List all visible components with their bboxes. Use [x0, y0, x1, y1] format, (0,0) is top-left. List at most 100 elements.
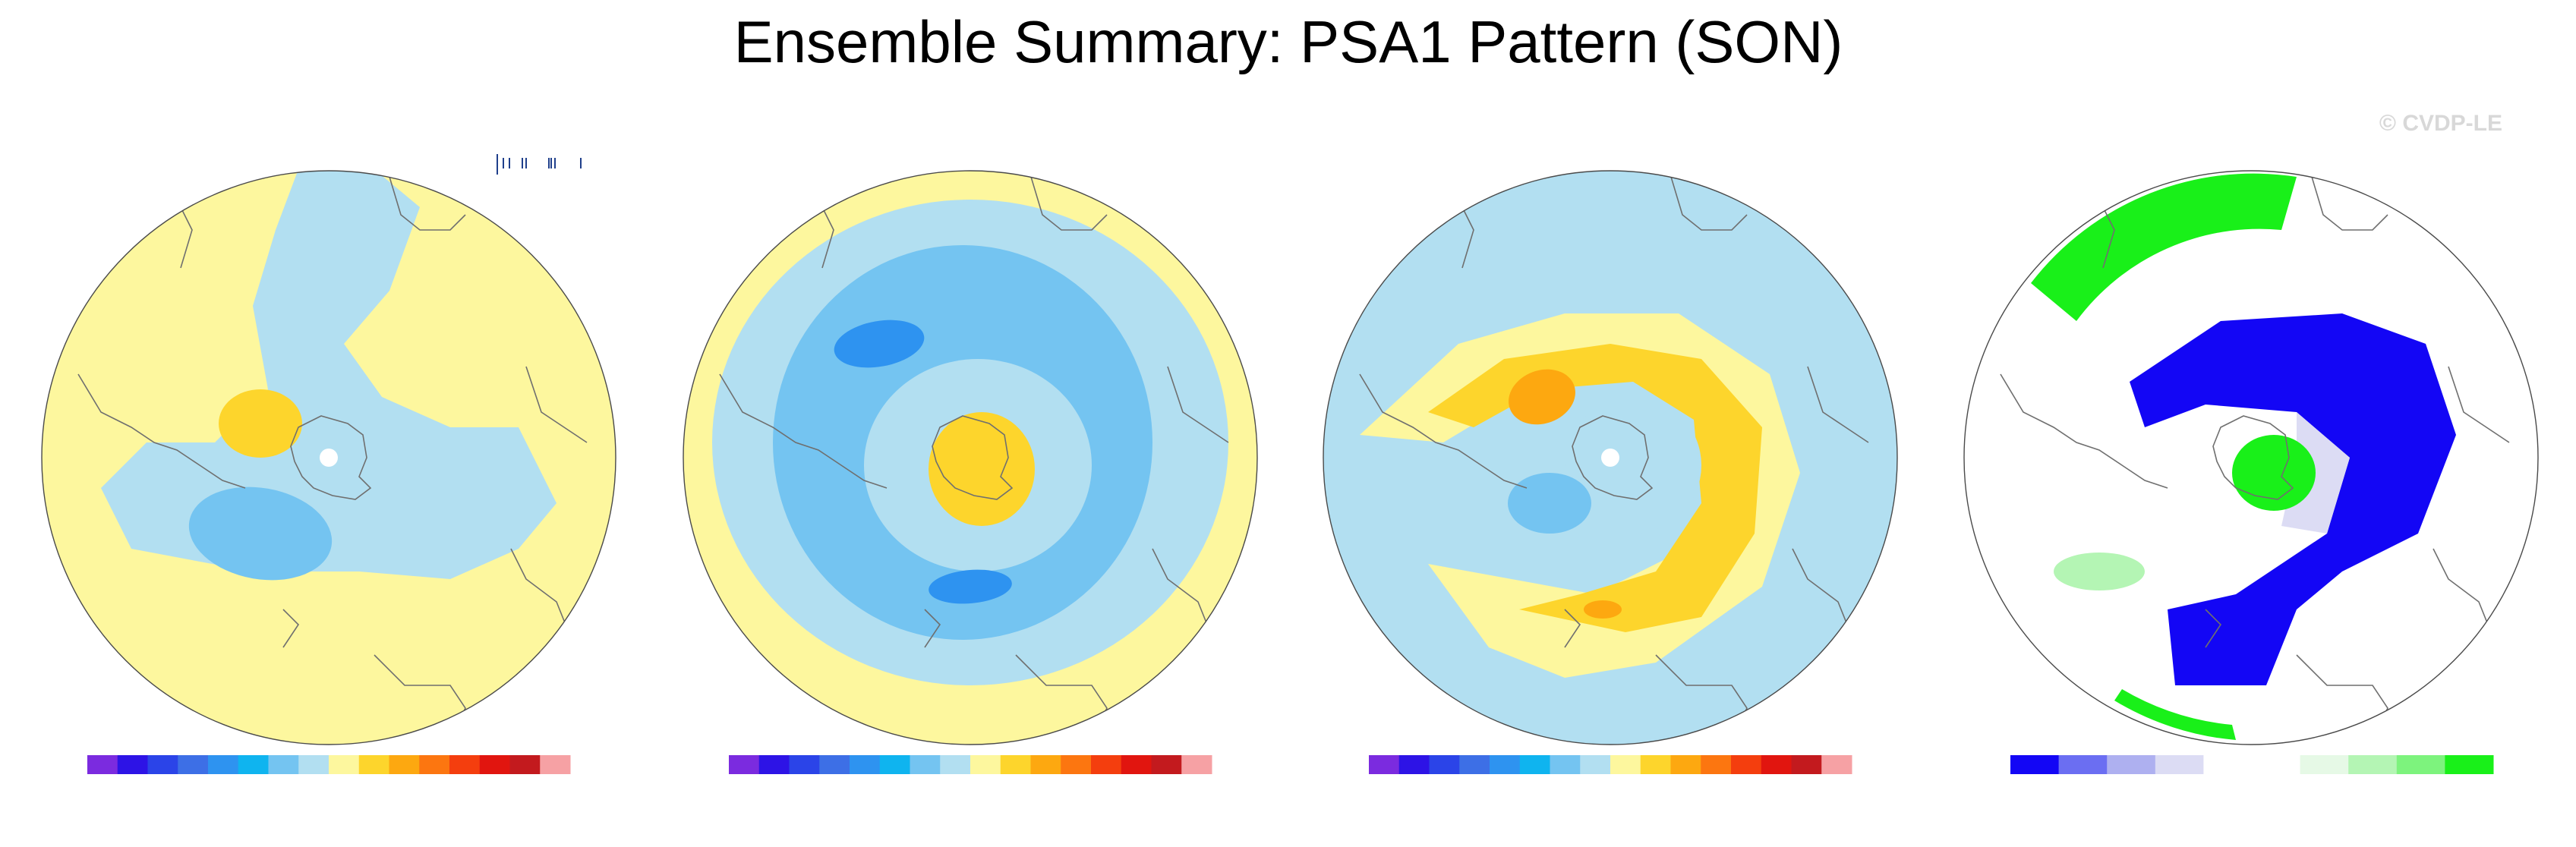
colorbar-swatch: [758, 755, 790, 774]
rank-high-patch: [2054, 553, 2145, 590]
colorbar-swatch: [1791, 755, 1822, 774]
negative-center: [1508, 473, 1591, 534]
colorbar-swatch: [358, 755, 389, 774]
colorbar-swatch: [1519, 755, 1550, 774]
antarctica-coast: [2212, 415, 2294, 500]
colorbar-swatch: [449, 755, 481, 774]
colorbar-swatch: [1580, 755, 1611, 774]
positive-center: [219, 389, 302, 458]
coastline-1: [2000, 373, 2168, 489]
coastline-2: [1670, 176, 1748, 231]
positive-core: [1428, 344, 1762, 632]
colorbar-swatch: [329, 755, 360, 774]
colorbar-swatch: [1030, 755, 1061, 774]
colorbar-swatch: [1731, 755, 1762, 774]
rank-high-arc: [2031, 173, 2297, 321]
colorbar-swatch: [1429, 755, 1460, 774]
colorbar-swatch: [2107, 755, 2156, 774]
colorbar-swatch: [1369, 755, 1400, 774]
negative-region: [101, 171, 557, 579]
map-panel-4: [1963, 170, 2539, 774]
colorbar-swatch: [268, 755, 299, 774]
colorbar-swatch: [850, 755, 881, 774]
colorbar-swatch: [1670, 755, 1701, 774]
negative-inner: [1565, 397, 1701, 534]
colorbar-swatch: [1701, 755, 1732, 774]
colorbar-swatch: [87, 755, 118, 774]
colorbar-swatch: [238, 755, 269, 774]
map-panel-2: [683, 170, 1258, 774]
map-outline: [41, 170, 616, 745]
colorbar-swatch: [1061, 755, 1092, 774]
colorbar-swatch: [2300, 755, 2349, 774]
antarctica-coast: [290, 415, 372, 500]
colorbar-swatch: [729, 755, 760, 774]
colorbar-swatch: [117, 755, 148, 774]
antarctica-coast: [932, 415, 1014, 500]
pole-hole: [1601, 449, 1619, 467]
colorbar-swatch: [1761, 755, 1792, 774]
coastline-2: [389, 176, 466, 231]
coastline-3: [1807, 366, 1869, 443]
map-outline: [683, 170, 1258, 745]
colorbar-swatch: [1091, 755, 1122, 774]
spread-ticks: [497, 154, 582, 175]
colorbar-swatch: [2445, 755, 2494, 774]
colorbar-swatch: [1640, 755, 1671, 774]
colorbar-swatch: [509, 755, 541, 774]
positive-center-a: [1509, 369, 1575, 425]
panels: [41, 154, 2539, 774]
map-outline: [1963, 170, 2539, 745]
colorbar-swatch: [940, 755, 971, 774]
colorbar-swatch: [1459, 755, 1490, 774]
coastline-3: [1167, 366, 1229, 443]
rank-low-region: [2130, 313, 2456, 685]
coastline-6: [2205, 609, 2222, 648]
coastline-2: [1030, 176, 1108, 231]
coastline-3: [525, 366, 588, 443]
colorbar: [2010, 755, 2494, 774]
coastline-1: [719, 373, 888, 489]
anomaly-field: [42, 171, 616, 745]
negative-center-b: [929, 569, 1012, 604]
colorbar-swatch: [1181, 755, 1212, 774]
colorbar-swatch: [910, 755, 941, 774]
colorbar-swatch: [1610, 755, 1641, 774]
main-title: Ensemble Summary: PSA1 Pattern (SON): [734, 8, 1843, 75]
colorbar: [87, 755, 571, 774]
rank-high-center: [2232, 435, 2316, 511]
colorbar-swatch: [1000, 755, 1031, 774]
negative-center-a: [834, 320, 925, 368]
map-panel-3: [1323, 170, 1898, 774]
coastline-6: [924, 609, 941, 648]
colorbar-swatch: [970, 755, 1001, 774]
colorbar-swatch: [1151, 755, 1182, 774]
anomaly-field: [683, 171, 1257, 745]
colorbar: [1369, 755, 1852, 774]
watermark: © CVDP-LE: [2379, 111, 2502, 136]
colorbar-swatch: [789, 755, 820, 774]
coastline-6: [1564, 609, 1581, 648]
anomaly-field: [1323, 171, 1897, 745]
antarctica-coast: [1572, 415, 1654, 500]
colorbar: [729, 755, 1212, 774]
pole-hole: [320, 449, 338, 467]
colorbar-swatch: [389, 755, 420, 774]
colorbar-swatch: [2155, 755, 2204, 774]
colorbar-swatch: [1490, 755, 1521, 774]
map-outline: [1323, 170, 1898, 745]
colorbar-swatch: [2348, 755, 2398, 774]
colorbar-swatch: [819, 755, 850, 774]
positive-center: [929, 412, 1035, 526]
colorbar-swatch: [1121, 755, 1152, 774]
rank-high-arc-south: [2114, 689, 2236, 740]
colorbar-swatch: [298, 755, 329, 774]
coastline-1: [1359, 373, 1528, 489]
colorbar-swatch: [1550, 755, 1581, 774]
colorbar-swatch: [2010, 755, 2060, 774]
map-panel-1: [41, 154, 616, 774]
colorbar-swatch: [1821, 755, 1852, 774]
colorbar-swatch: [419, 755, 450, 774]
coastline-3: [2448, 366, 2510, 443]
